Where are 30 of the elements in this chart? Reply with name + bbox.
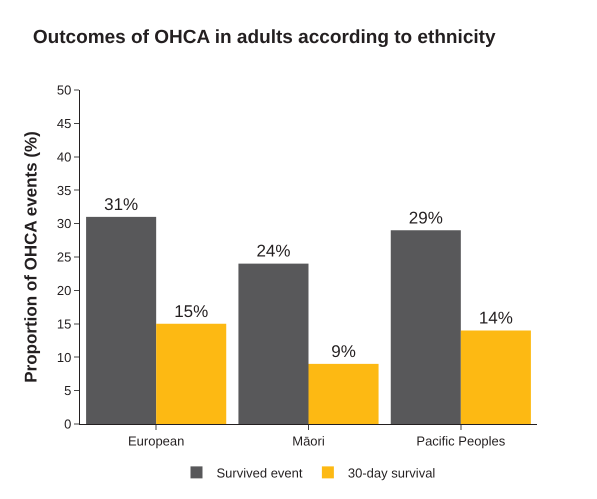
y-tick-label: 10 [56,350,72,365]
bar [156,324,226,424]
x-tick-label: European [128,434,184,449]
y-tick-label: 5 [64,383,72,398]
chart-title: Outcomes of OHCA in adults according to ethnicity [32,27,496,48]
bar [390,230,461,424]
y-axis-title: Proportion of OHCA events (%) [21,131,40,383]
y-tick-label: 25 [56,250,72,265]
data-label: 24% [256,242,290,261]
data-label: 14% [478,308,513,328]
data-label: 9% [331,342,356,361]
x-tick-label: Māori [292,434,325,449]
y-tick-label: 45 [56,116,72,131]
bar [460,330,531,424]
y-tick-label: 35 [56,182,72,198]
y-tick-label: 40 [56,149,72,164]
y-tick-label: 0 [64,416,72,432]
bar [86,216,156,424]
y-tick-label: 30 [56,216,72,232]
y-tick-label: 15 [56,316,72,332]
bar [308,364,379,424]
data-label: 31% [104,194,138,214]
data-label: 29% [408,208,443,228]
y-tick-label: 20 [56,282,72,298]
x-tick-label: Pacific Peoples [416,434,506,449]
legend-label: 30-day survival [348,465,436,480]
y-tick-label: 50 [56,82,72,98]
data-label: 15% [174,302,208,321]
legend-label: Survived event [216,465,303,480]
bar [238,264,308,424]
